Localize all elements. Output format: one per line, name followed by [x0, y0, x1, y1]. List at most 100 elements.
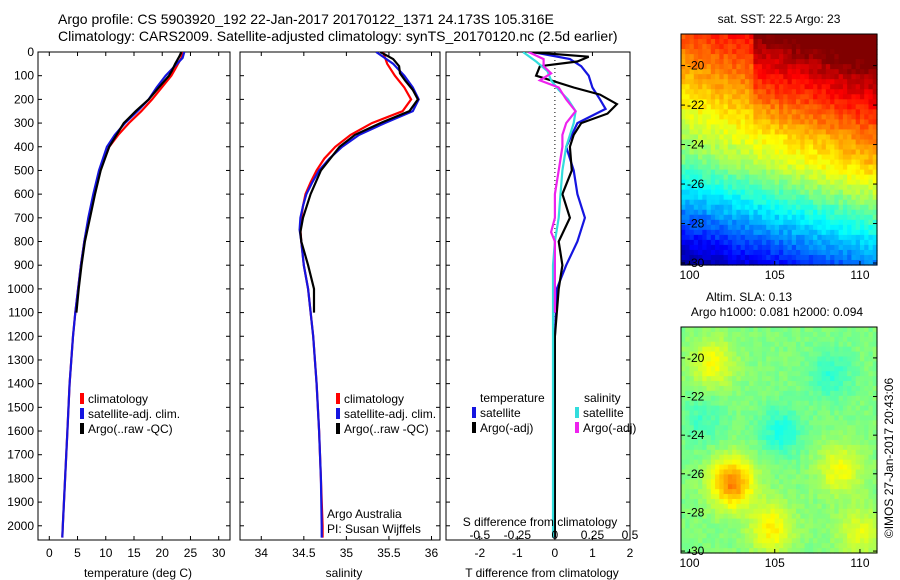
sla_map-cell: [706, 435, 712, 441]
sla_map-cell: [774, 381, 780, 387]
sst_map-cell: [757, 254, 763, 261]
sla_map-cell: [723, 395, 729, 402]
sst_map-cell: [693, 109, 699, 115]
sst_map-cell: [749, 49, 755, 55]
sla_map-cell: [872, 346, 878, 353]
sst_map-cell: [808, 139, 814, 146]
sla_map-cell: [804, 454, 810, 461]
sst_map-cell: [706, 59, 712, 65]
salinity-legend-label: Argo(..raw -QC): [344, 422, 429, 436]
sst_map-cell: [847, 79, 853, 85]
sst_map-cell: [732, 204, 737, 211]
sst_map-cell: [851, 129, 857, 136]
title-line-2: Climatology: CARS2009. Satellite-adjuste…: [58, 28, 618, 44]
sla_map-cell: [783, 410, 789, 417]
sst_map-cell: [732, 69, 737, 75]
sla_map-cell: [796, 533, 801, 539]
sla_map-cell: [791, 381, 797, 387]
sla_map-cell: [859, 381, 865, 387]
sst_map-cell: [710, 204, 716, 211]
sst_map-cell: [710, 149, 716, 156]
sla_map-cell: [804, 331, 810, 338]
sst_map-cell: [830, 199, 835, 206]
sst_map-cell: [685, 169, 691, 176]
sst_map-cell: [693, 124, 699, 131]
sst_map-cell: [727, 159, 733, 166]
sla_map-cell: [710, 430, 716, 436]
sst_map-cell: [685, 209, 691, 216]
sst_map-cell: [719, 179, 725, 186]
sla_map-cell: [681, 336, 686, 343]
sla_map-cell: [689, 371, 695, 377]
sla_map-cell: [868, 498, 874, 505]
sla_map-cell: [851, 518, 857, 525]
sst_map-cell: [710, 169, 716, 176]
sst_map-cell: [736, 184, 742, 191]
sla_map-cell: [800, 336, 806, 343]
sst_map-cell: [757, 124, 763, 131]
sst_map-cell: [736, 69, 742, 75]
sst_map-cell: [872, 104, 878, 110]
sst_map-cell: [791, 184, 797, 191]
sla_map-cell: [821, 356, 827, 362]
sla_map-cell: [859, 371, 865, 377]
sla_map-cell: [723, 454, 729, 461]
sla_map-cell: [719, 327, 725, 333]
sst_map-cell: [706, 244, 712, 251]
sst_map-cell: [813, 54, 818, 60]
sla_map-cell: [796, 479, 801, 485]
sst_map-cell: [800, 234, 806, 241]
diff-sal-legend-swatch: [575, 422, 579, 433]
sla_map-cell: [757, 415, 763, 421]
sst_map-cell: [689, 194, 695, 201]
sla_map-cell: [779, 474, 784, 480]
sla_map-ytick-label: -26: [687, 467, 705, 481]
sla_map-cell: [830, 385, 835, 392]
sla_map-cell: [787, 361, 793, 367]
sst_map-cell: [804, 184, 810, 191]
sst_map-cell: [685, 84, 691, 90]
sla_map-cell: [706, 420, 712, 426]
sla_map-cell: [817, 371, 823, 377]
sst_map-cell: [681, 164, 686, 171]
sst_map-cell: [872, 69, 878, 75]
sst_map-cell: [791, 109, 797, 115]
sla_map-cell: [779, 489, 784, 495]
sst_map-cell: [681, 49, 686, 55]
sla_map-cell: [706, 513, 712, 520]
sla_map-cell: [761, 405, 767, 412]
sst_map-cell: [851, 179, 857, 186]
sst_map-cell: [830, 234, 835, 241]
sst_map-cell: [847, 89, 853, 95]
sla_map-cell: [864, 376, 870, 382]
sla_map-cell: [774, 410, 780, 417]
sla_map-cell: [732, 435, 737, 441]
sst_map-cell: [757, 169, 763, 176]
sla_map-cell: [719, 385, 725, 392]
sla_map-cell: [834, 508, 840, 515]
sst_map-cell: [834, 109, 840, 115]
sst_map-cell: [808, 164, 814, 171]
sst_map-cell: [757, 94, 763, 100]
sla_map-cell: [723, 327, 729, 333]
sst_map-cell: [749, 164, 755, 171]
sla_map-cell: [689, 489, 695, 495]
sst_map-cell: [698, 209, 703, 216]
sla_map-cell: [715, 381, 720, 387]
sla_map-cell: [753, 469, 759, 475]
sst_map-cell: [749, 229, 755, 236]
sst_map-cell: [736, 114, 742, 120]
sla_map-cell: [706, 341, 712, 348]
sla_map-cell: [723, 523, 729, 530]
sst_map-cell: [749, 119, 755, 125]
salinity-xtick-label: 35: [340, 546, 354, 560]
sst_map-cell: [821, 194, 827, 201]
sla_map-cell: [855, 479, 861, 485]
sla_map-cell: [830, 425, 835, 431]
sla_map-cell: [804, 425, 810, 431]
sla_map-cell: [698, 523, 703, 530]
sla_map-cell: [864, 518, 870, 525]
sst_map-cell: [851, 74, 857, 80]
sst_map-cell: [744, 144, 750, 151]
sst_map-cell: [783, 119, 789, 125]
